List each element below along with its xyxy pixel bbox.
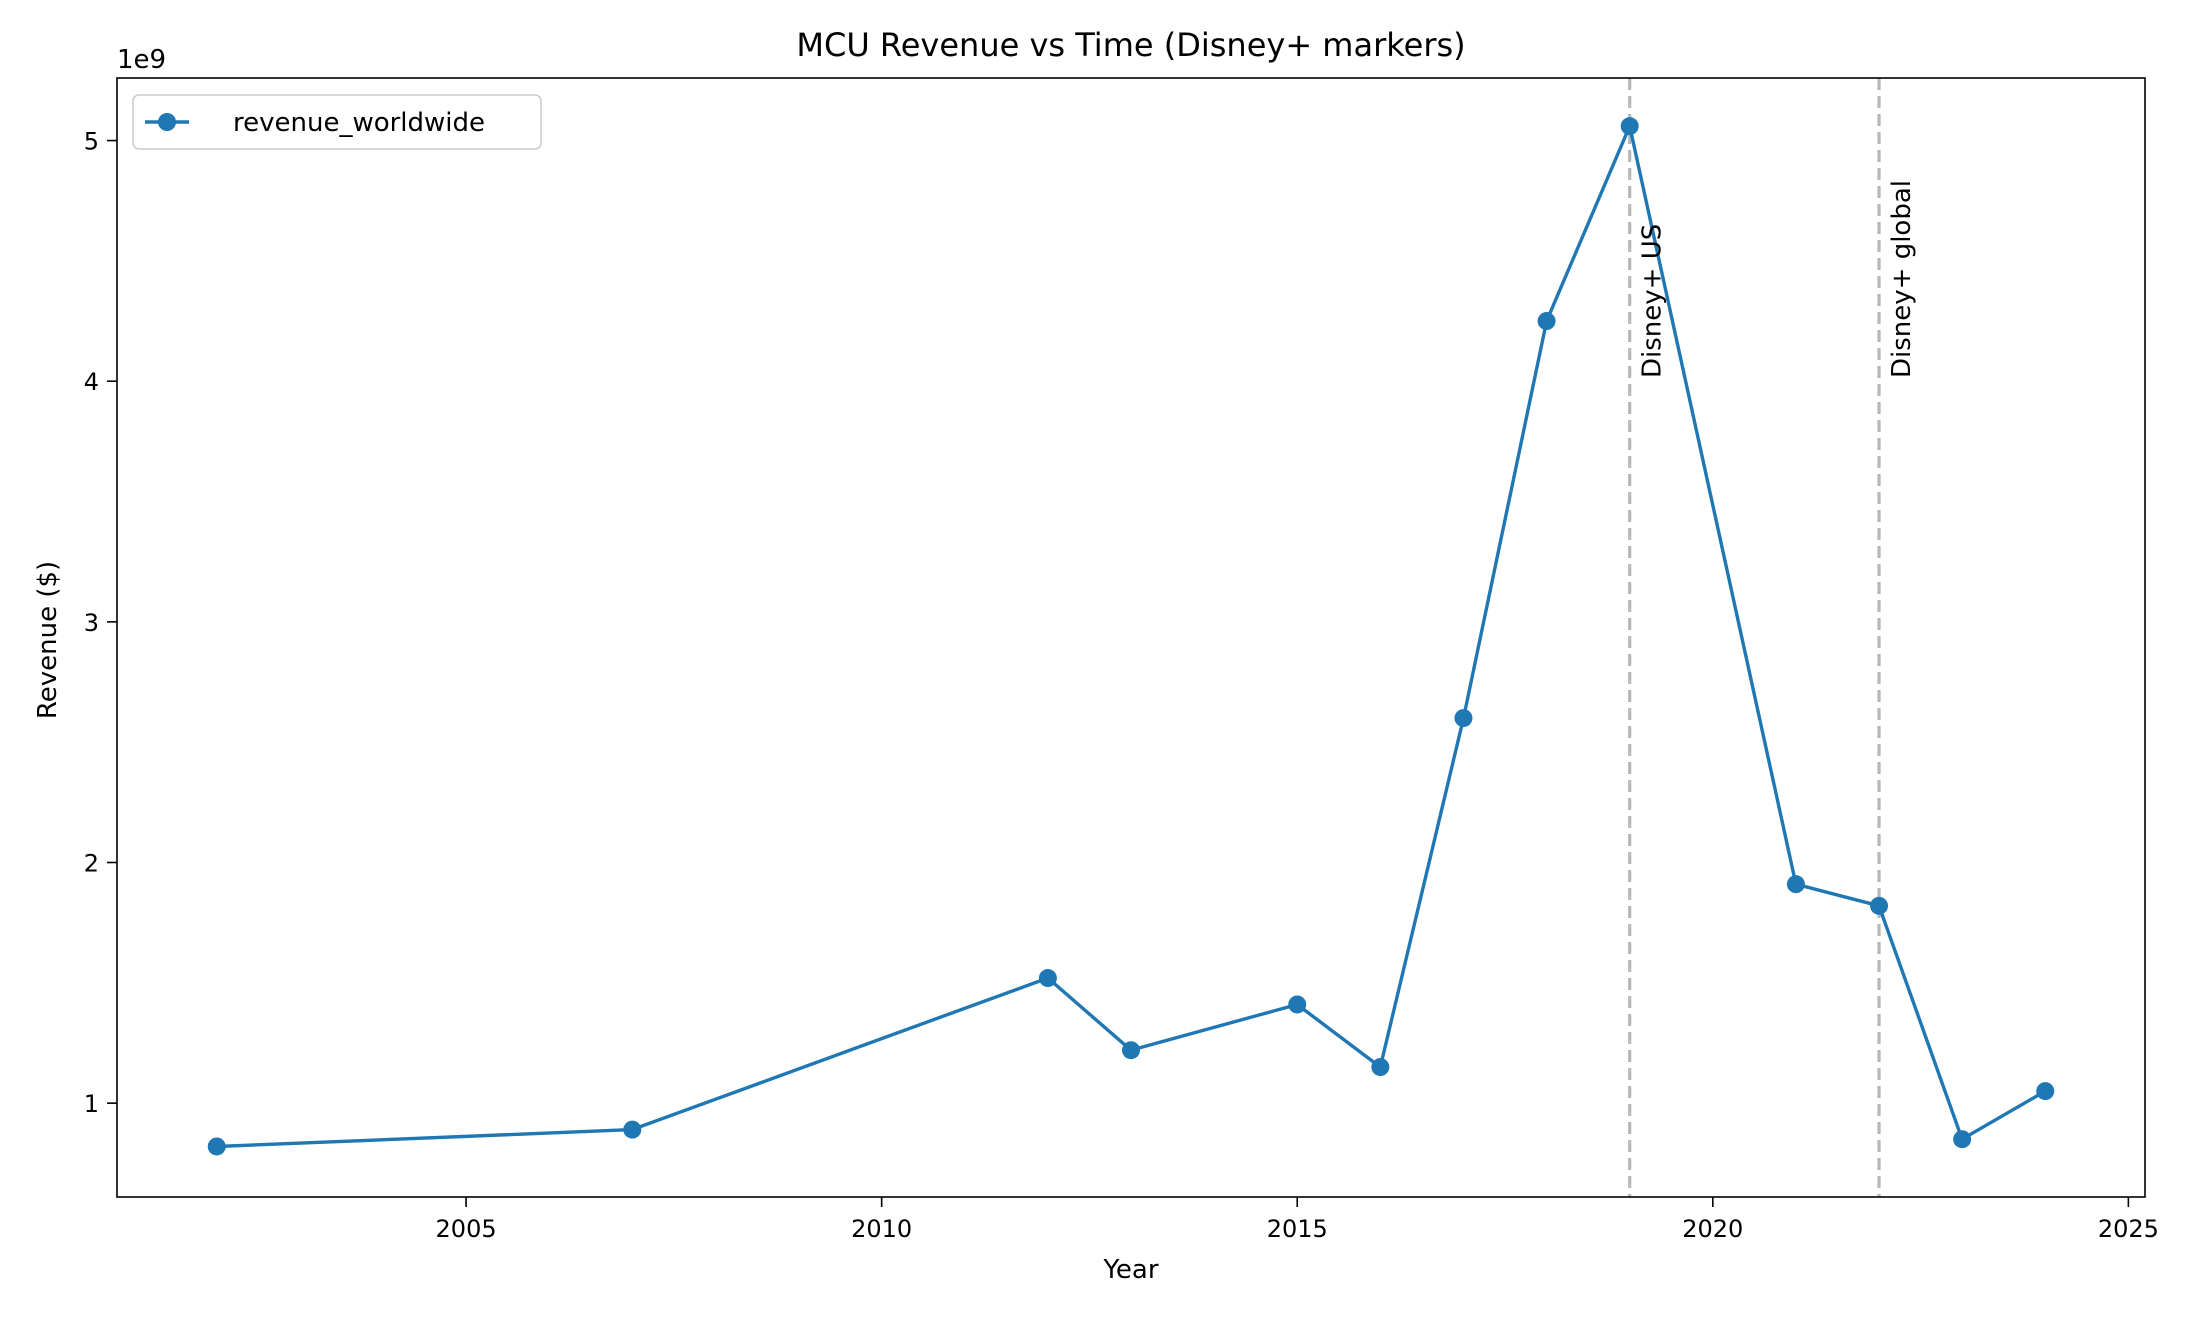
y-axis-title: Revenue ($) bbox=[33, 561, 63, 719]
legend-label-0: revenue_worldwide bbox=[233, 108, 485, 138]
data-point-0-6 bbox=[1454, 709, 1473, 728]
y-tick-label-4: 5 bbox=[84, 128, 99, 156]
data-point-0-4 bbox=[1288, 995, 1307, 1014]
data-point-0-3 bbox=[1122, 1041, 1140, 1060]
legend-box bbox=[132, 94, 542, 150]
data-point-0-10 bbox=[1870, 896, 1889, 915]
data-point-0-12 bbox=[2036, 1082, 2055, 1101]
x-tick-label-2: 2015 bbox=[1267, 1215, 1328, 1243]
chart-title: MCU Revenue vs Time (Disney+ markers) bbox=[796, 26, 1465, 64]
x-tick-label-1: 2010 bbox=[851, 1215, 912, 1243]
series-line-0 bbox=[216, 124, 2047, 1149]
x-tick-label-3: 2020 bbox=[1682, 1215, 1743, 1243]
y-axis-offset-label: 1e9 bbox=[117, 45, 166, 75]
annotation-label-0: Disney+ US bbox=[1638, 224, 1668, 378]
x-tick-label-4: 2025 bbox=[2098, 1215, 2159, 1243]
data-point-0-11 bbox=[1953, 1130, 1972, 1149]
legend-marker-0 bbox=[158, 113, 176, 131]
annotation-label-1: Disney+ global bbox=[1887, 180, 1917, 378]
data-point-0-8 bbox=[1620, 117, 1639, 136]
y-tick-label-3: 4 bbox=[84, 368, 99, 396]
data-point-0-7 bbox=[1537, 312, 1556, 331]
plot-area: Disney+ US Disney+ global 2005 2010 2015 2020… bbox=[84, 77, 2159, 1243]
data-point-0-9 bbox=[1786, 875, 1805, 894]
plot-frame bbox=[116, 77, 2146, 1198]
data-point-0-0 bbox=[207, 1137, 226, 1156]
x-tick-label-0: 2005 bbox=[436, 1215, 497, 1243]
y-tick-label-2: 3 bbox=[84, 609, 99, 637]
y-tick-label-1: 2 bbox=[84, 850, 99, 878]
data-point-0-2 bbox=[1038, 969, 1057, 988]
y-tick-label-0: 1 bbox=[84, 1090, 99, 1118]
data-point-0-1 bbox=[623, 1120, 642, 1139]
data-point-0-5 bbox=[1371, 1058, 1390, 1077]
x-axis-title: Year bbox=[1102, 1255, 1158, 1285]
